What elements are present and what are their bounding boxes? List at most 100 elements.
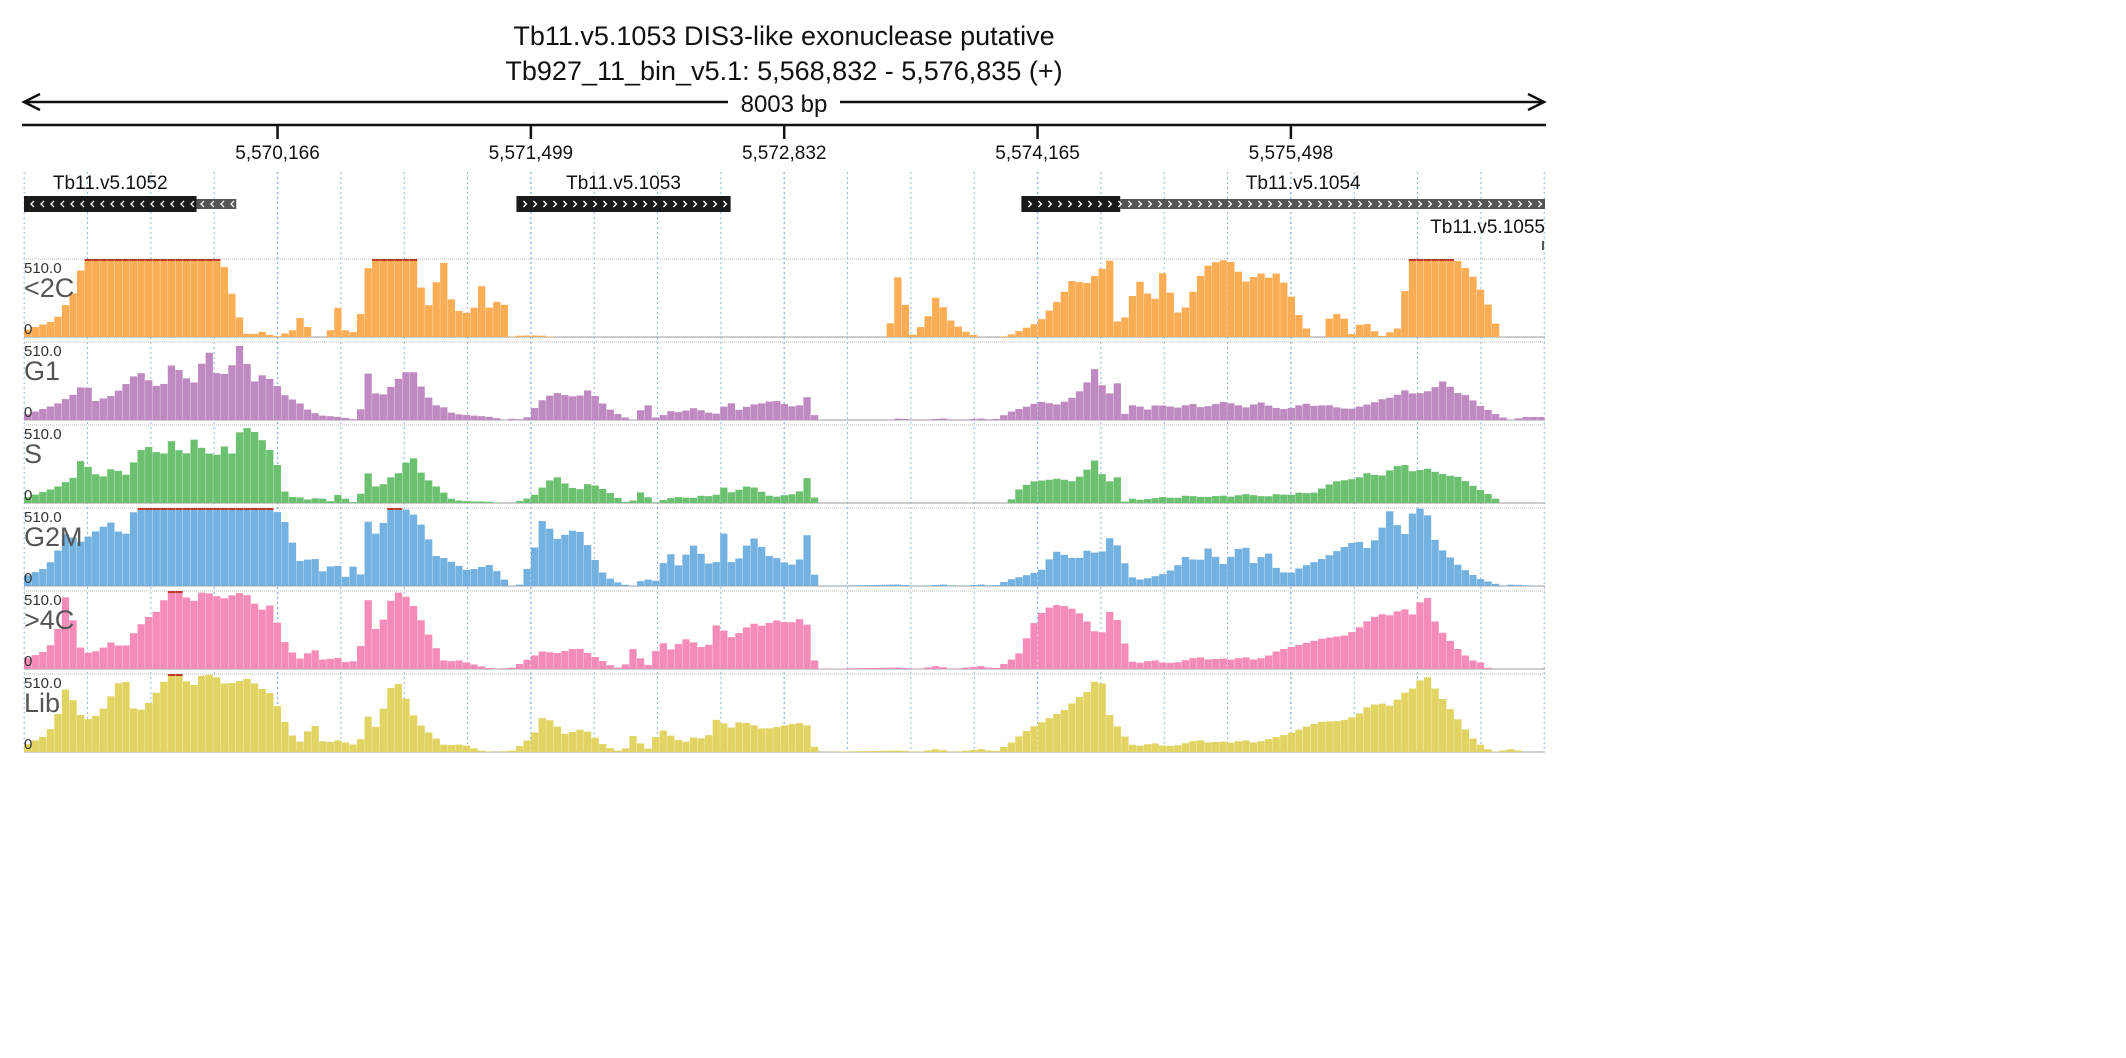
coverage-bar bbox=[273, 465, 281, 503]
coverage-bar bbox=[856, 751, 864, 752]
saturation-cap bbox=[160, 259, 168, 261]
coverage-bar bbox=[1227, 556, 1235, 586]
coverage-bar bbox=[561, 733, 569, 752]
strand-chevron bbox=[1267, 200, 1273, 208]
coverage-bar bbox=[1310, 562, 1318, 586]
coverage-bar bbox=[1234, 495, 1243, 503]
coverage-bar bbox=[1219, 563, 1227, 586]
coverage-bar bbox=[1317, 405, 1326, 420]
coverage-bar bbox=[727, 492, 736, 503]
coverage-bar bbox=[652, 737, 660, 752]
coverage-bar bbox=[1166, 497, 1174, 503]
strand-chevron bbox=[200, 200, 205, 208]
coverage-bar bbox=[478, 501, 486, 503]
coverage-bar bbox=[1000, 415, 1008, 420]
coverage-bar bbox=[243, 679, 251, 752]
coverage-bar bbox=[1053, 714, 1061, 752]
coverage-bar bbox=[1272, 273, 1280, 337]
coverage-bar bbox=[364, 521, 372, 586]
coverage-bar bbox=[417, 725, 425, 752]
coverage-bar bbox=[1174, 497, 1182, 503]
coverage-bar bbox=[985, 585, 993, 586]
coverage-bar bbox=[1325, 637, 1333, 669]
coverage-bar bbox=[1181, 743, 1190, 752]
coverage-bar bbox=[235, 681, 244, 752]
coverage-bar bbox=[1378, 703, 1386, 752]
coverage-bar bbox=[795, 619, 804, 669]
coverage-bar bbox=[220, 446, 229, 503]
coverage-bar bbox=[508, 418, 516, 420]
strand-chevron bbox=[1027, 200, 1033, 208]
coverage-bar bbox=[765, 622, 773, 669]
coverage-bar bbox=[697, 647, 705, 669]
coverage-bar bbox=[1083, 550, 1091, 586]
coverage-bar bbox=[546, 480, 554, 503]
coverage-bar bbox=[228, 453, 236, 503]
saturation-cap bbox=[99, 259, 107, 261]
coverage-bar bbox=[1370, 616, 1379, 669]
coverage-bar bbox=[1257, 496, 1265, 503]
coverage-bar bbox=[531, 494, 539, 503]
coverage-bar bbox=[1143, 661, 1152, 669]
coverage-bar bbox=[470, 501, 478, 503]
coverage-bar bbox=[394, 508, 403, 586]
coverage-bar bbox=[24, 575, 32, 586]
track-max-label: 510.0 bbox=[24, 509, 62, 526]
coverage-bar bbox=[1159, 405, 1167, 420]
coverage-bar bbox=[977, 666, 985, 669]
coverage-bar bbox=[901, 418, 910, 420]
strand-chevron bbox=[1227, 200, 1233, 208]
coverage-bar bbox=[1151, 576, 1159, 586]
coverage-bar bbox=[742, 545, 751, 586]
coverage-bar bbox=[1007, 411, 1015, 420]
coverage-bar bbox=[1302, 493, 1311, 503]
coverage-bar bbox=[606, 748, 614, 752]
coverage-bar bbox=[969, 666, 978, 669]
coverage-bar bbox=[1113, 383, 1121, 420]
coverage-bar bbox=[281, 522, 289, 586]
coverage-bar bbox=[1083, 621, 1091, 669]
coverage-bar bbox=[99, 259, 107, 337]
coverage-bar bbox=[288, 496, 297, 503]
coverage-bar bbox=[780, 562, 788, 586]
coverage-bar bbox=[1408, 259, 1417, 337]
coverage-bar bbox=[863, 585, 872, 586]
saturation-cap bbox=[152, 259, 160, 261]
coverage-bar bbox=[319, 498, 327, 503]
coverage-bar bbox=[319, 659, 327, 669]
coverage-bar bbox=[61, 399, 70, 420]
coverage-bar bbox=[266, 693, 274, 752]
coverage-bar bbox=[1265, 405, 1273, 420]
coverage-bar bbox=[470, 569, 478, 586]
coverage-bar bbox=[432, 556, 440, 586]
strand-chevron bbox=[1057, 200, 1063, 208]
coverage-bar bbox=[311, 498, 319, 503]
strand-chevron bbox=[100, 200, 105, 208]
coverage-bar bbox=[1136, 406, 1144, 420]
coverage-bar bbox=[1000, 336, 1008, 337]
coverage-bar bbox=[992, 585, 1000, 586]
coverage-bar bbox=[478, 286, 486, 337]
coverage-bar bbox=[235, 593, 244, 669]
coverage-bar bbox=[500, 668, 508, 669]
coverage-bar bbox=[107, 642, 115, 669]
coverage-bar bbox=[69, 620, 77, 669]
coverage-bar bbox=[1272, 407, 1280, 420]
coverage-bar bbox=[606, 409, 614, 420]
coverage-bar bbox=[1196, 559, 1205, 586]
coverage-track: 510.0 0 G1 bbox=[24, 341, 1545, 421]
coverage-bar bbox=[705, 644, 713, 669]
coverage-bar bbox=[470, 664, 478, 669]
coverage-bar bbox=[1310, 492, 1318, 503]
saturation-cap bbox=[1446, 259, 1454, 261]
gene-model: Tb11.v5.1055 bbox=[1430, 217, 1545, 250]
coverage-bar bbox=[1393, 525, 1401, 586]
coverage-bar bbox=[712, 413, 720, 420]
coverage-bar bbox=[485, 667, 493, 669]
coverage-bar bbox=[523, 568, 531, 586]
coverage-bar bbox=[1143, 293, 1152, 337]
coverage-bar bbox=[1015, 736, 1023, 752]
coverage-bar bbox=[583, 652, 592, 669]
coverage-bar bbox=[213, 373, 221, 420]
coverage-bar bbox=[1272, 494, 1280, 503]
